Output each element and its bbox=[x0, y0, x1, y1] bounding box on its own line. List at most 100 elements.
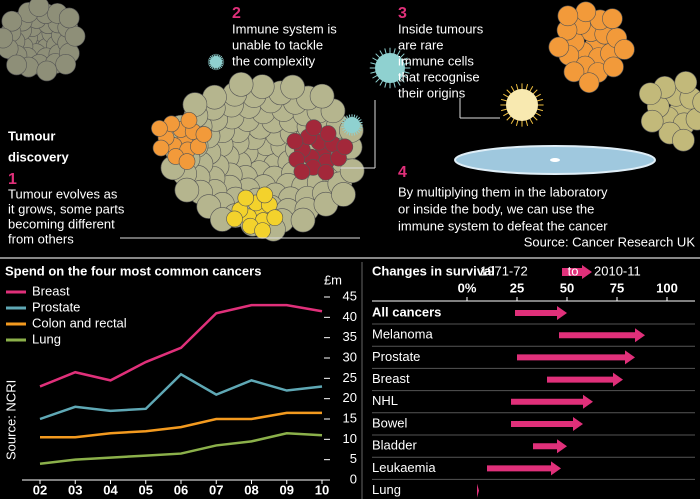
legend-label: Lung bbox=[32, 331, 61, 346]
x-tick-label: 10 bbox=[315, 482, 329, 497]
y-tick-label: 25 bbox=[343, 370, 357, 385]
cell bbox=[195, 126, 213, 143]
legend-label: Colon and rectal bbox=[32, 315, 127, 330]
y-tick-label: 10 bbox=[343, 431, 357, 446]
immune-cell bbox=[506, 89, 538, 121]
cell bbox=[237, 189, 255, 207]
cell bbox=[64, 25, 86, 47]
x-tick-label: 0% bbox=[458, 280, 477, 295]
step-text: the complexity bbox=[232, 53, 316, 68]
cell bbox=[603, 56, 624, 78]
step-number: 2 bbox=[232, 5, 241, 22]
category-label: Bowel bbox=[372, 415, 408, 430]
step-text: Tumour evolves as bbox=[8, 186, 118, 201]
step-text: that recognise bbox=[398, 69, 480, 84]
cell bbox=[309, 83, 335, 109]
cell bbox=[180, 112, 198, 129]
cell bbox=[331, 182, 356, 207]
cell bbox=[55, 53, 76, 75]
cell bbox=[174, 177, 200, 203]
survival-arrow bbox=[487, 461, 561, 476]
cell bbox=[293, 163, 311, 180]
y-tick-label: 45 bbox=[343, 288, 357, 303]
step-text: unable to tackle bbox=[232, 37, 323, 52]
x-tick-label: 75 bbox=[610, 280, 624, 295]
cell bbox=[286, 132, 304, 150]
cell bbox=[28, 0, 50, 17]
step-text: their origins bbox=[398, 85, 466, 100]
line bbox=[39, 303, 323, 388]
cell bbox=[339, 158, 365, 184]
cell bbox=[228, 72, 254, 97]
x-tick-label: 02 bbox=[33, 482, 47, 497]
survival-arrow bbox=[511, 417, 583, 431]
cell bbox=[280, 74, 305, 100]
step-text: immune system to defeat the cancer bbox=[398, 218, 608, 233]
category-label: Melanoma bbox=[372, 327, 433, 342]
cell bbox=[249, 74, 275, 99]
x-tick-label: 06 bbox=[174, 482, 188, 497]
step-text: from others bbox=[8, 231, 74, 246]
x-tick-label: 05 bbox=[139, 482, 153, 497]
category-label: NHL bbox=[372, 393, 398, 408]
immune-cell bbox=[344, 117, 360, 133]
cell bbox=[548, 36, 570, 58]
step-text: By multiplying them in the laboratory bbox=[398, 184, 608, 199]
x-tick-label: 100 bbox=[656, 280, 678, 295]
survival-arrow bbox=[533, 439, 567, 454]
x-tick-label: 25 bbox=[510, 280, 524, 295]
line bbox=[40, 411, 322, 439]
y-tick-label: 15 bbox=[343, 410, 357, 425]
y-tick-label: 35 bbox=[343, 329, 357, 344]
x-tick-label: 07 bbox=[209, 482, 223, 497]
category-label: Breast bbox=[372, 371, 410, 386]
step-number: 4 bbox=[398, 164, 407, 181]
step-number: 1 bbox=[8, 171, 17, 188]
category-label: Prostate bbox=[372, 349, 420, 364]
cell bbox=[640, 109, 664, 133]
survival-arrow bbox=[477, 483, 479, 498]
y-unit: £m bbox=[324, 272, 342, 287]
cell bbox=[266, 209, 284, 226]
step-text: Immune system is bbox=[232, 21, 337, 36]
legend-arrow bbox=[562, 265, 592, 279]
survival-arrow bbox=[547, 372, 623, 387]
line bbox=[39, 431, 323, 465]
legend-connector: to bbox=[568, 263, 579, 278]
legend-label: Breast bbox=[32, 283, 70, 298]
cell bbox=[305, 119, 323, 136]
cell bbox=[6, 54, 27, 76]
legend-label: 2010-11 bbox=[594, 263, 641, 278]
legend-label: 1971-72 bbox=[480, 263, 528, 278]
y-tick-label: 5 bbox=[350, 451, 357, 466]
immune-cell bbox=[375, 53, 405, 83]
cell bbox=[226, 210, 243, 228]
cell bbox=[152, 139, 170, 157]
step-text: Inside tumours bbox=[398, 21, 484, 36]
cell bbox=[36, 60, 58, 82]
cell bbox=[614, 39, 635, 60]
line bbox=[39, 372, 323, 421]
step-number: 3 bbox=[398, 5, 407, 22]
cell bbox=[672, 128, 695, 152]
petri-dot bbox=[550, 158, 560, 162]
title: Tumour bbox=[8, 128, 55, 143]
survival-arrow bbox=[511, 394, 593, 409]
cell bbox=[290, 207, 316, 233]
category-label: All cancers bbox=[372, 304, 441, 319]
cell bbox=[639, 82, 662, 106]
category-label: Lung bbox=[372, 482, 401, 497]
chart-title: Spend on the four most common cancers bbox=[5, 263, 261, 278]
cell bbox=[151, 120, 168, 137]
step-text: or inside the body, we can use the bbox=[398, 201, 594, 216]
source: Source: Cancer Research UK bbox=[524, 234, 696, 249]
cell bbox=[602, 8, 623, 29]
cell bbox=[319, 125, 337, 142]
cell bbox=[254, 222, 271, 239]
cell bbox=[0, 27, 14, 49]
cell bbox=[692, 91, 700, 113]
cell bbox=[575, 1, 597, 23]
step-text: immune cells bbox=[398, 53, 474, 68]
x-tick-label: 04 bbox=[103, 482, 118, 497]
x-tick-label: 03 bbox=[68, 482, 82, 497]
